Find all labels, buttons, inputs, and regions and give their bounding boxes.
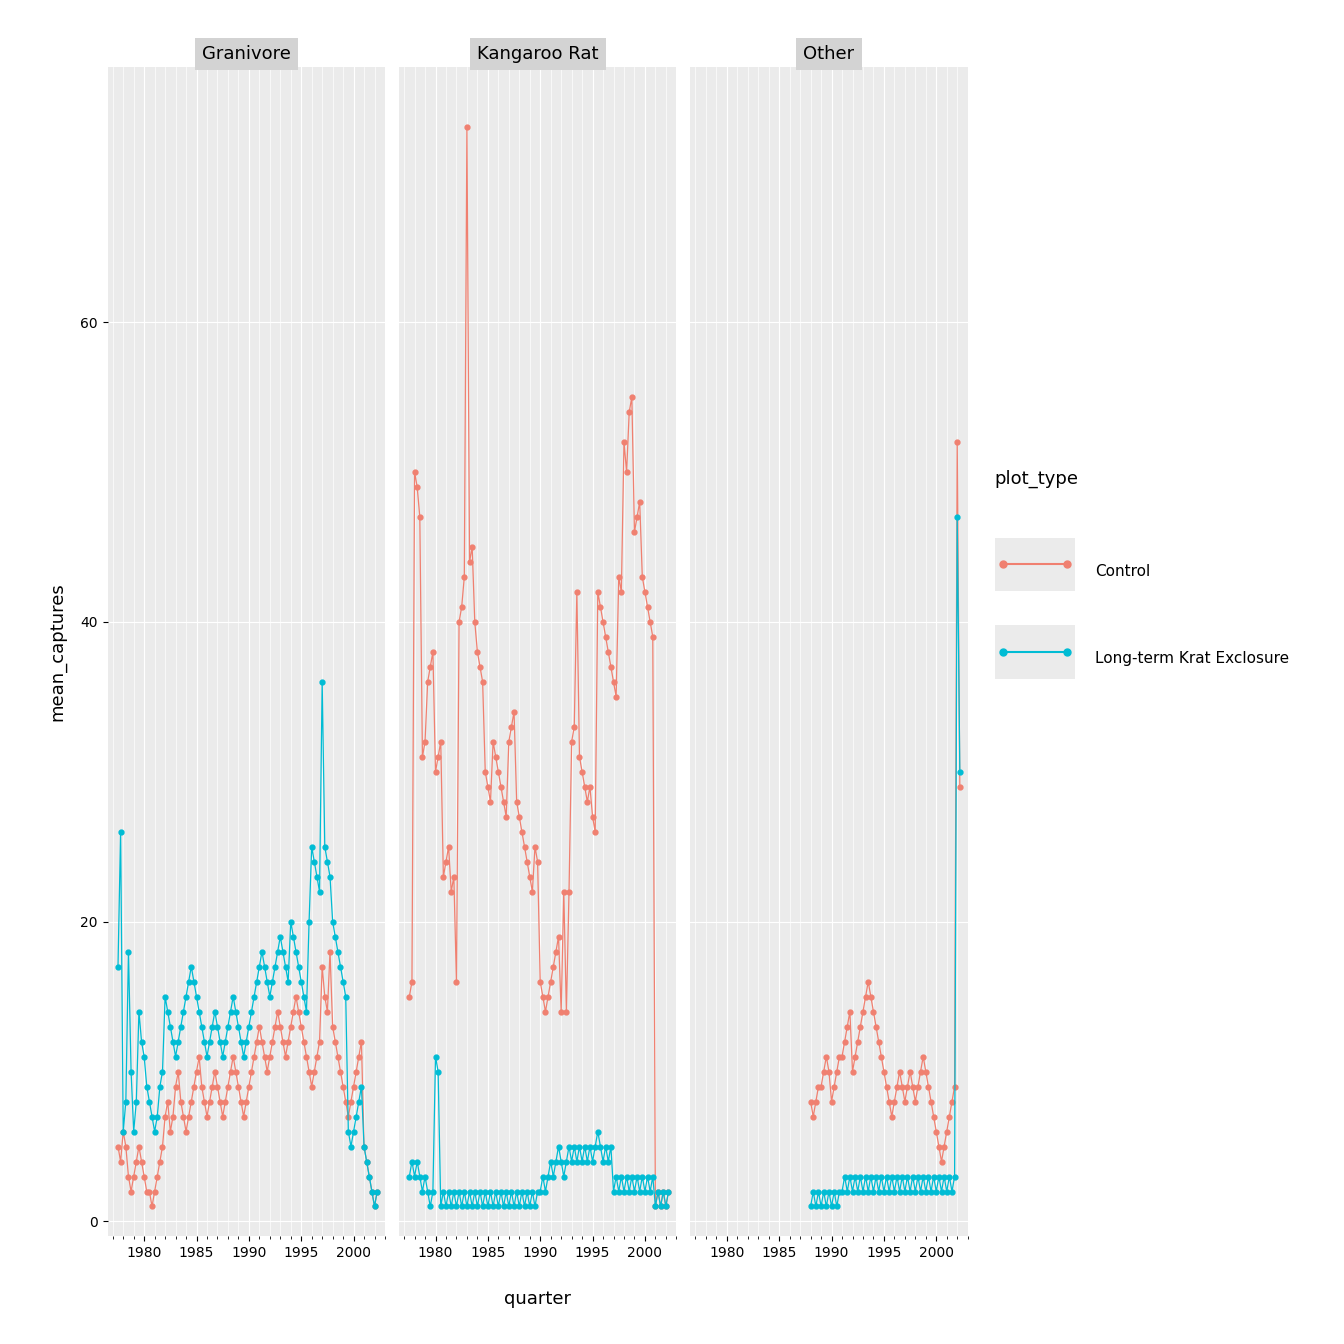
Title: Other: Other <box>804 44 855 63</box>
Text: quarter: quarter <box>504 1290 571 1308</box>
Title: Kangaroo Rat: Kangaroo Rat <box>477 44 598 63</box>
Y-axis label: mean_captures: mean_captures <box>48 582 66 722</box>
Title: Granivore: Granivore <box>202 44 290 63</box>
Text: Long-term Krat Exclosure: Long-term Krat Exclosure <box>1095 650 1289 667</box>
Text: plot_type: plot_type <box>995 470 1078 488</box>
Text: Control: Control <box>1095 563 1150 579</box>
